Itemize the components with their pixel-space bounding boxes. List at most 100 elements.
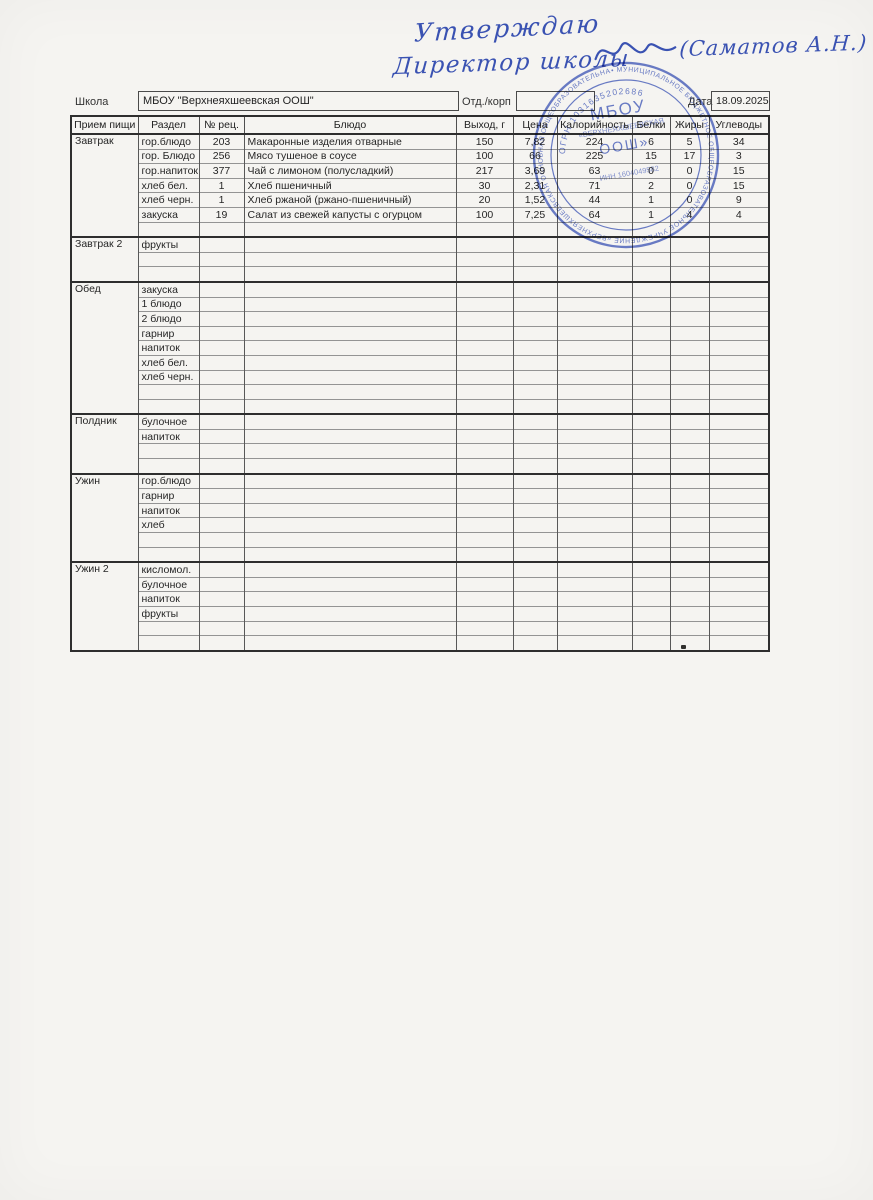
protein-cell (631, 384, 671, 400)
kcal-cell (556, 532, 633, 548)
price-cell (512, 576, 558, 592)
menu-row: напиток (71, 591, 770, 607)
recipe-no-cell (198, 606, 245, 622)
carbs-cell: 4 (708, 206, 770, 223)
kcal-cell (556, 296, 633, 312)
menu-row: хлеб бел. 1 Хлеб пшеничный 30 2,31 71 2 0 15 (71, 177, 770, 193)
output-g-cell (455, 251, 514, 267)
price-cell (512, 488, 558, 504)
razdel-cell: 1 блюдо (137, 296, 200, 312)
output-g-cell (455, 502, 514, 518)
kcal-cell (556, 369, 633, 385)
carbs-cell (708, 384, 770, 400)
carbs-cell (708, 606, 770, 622)
fat-cell (669, 443, 710, 459)
output-g-cell (455, 546, 514, 563)
recipe-no-cell (198, 280, 245, 298)
dish-cell (243, 532, 457, 548)
dish-cell (243, 502, 457, 518)
carbs-cell (708, 251, 770, 267)
recipe-no-cell (198, 311, 245, 327)
menu-row: гор.напиток 377 Чай с лимоном (полусладкий… (71, 163, 770, 179)
fat-cell (669, 369, 710, 385)
menu-row: булочное (71, 576, 770, 592)
price-cell (512, 369, 558, 385)
dish-cell (243, 606, 457, 622)
razdel-cell: напиток (137, 502, 200, 518)
output-g-cell (455, 561, 514, 578)
kcal-cell (556, 266, 633, 282)
fat-cell (669, 591, 710, 607)
price-cell (512, 591, 558, 607)
menu-row: гарнир (71, 325, 770, 341)
output-g-cell (455, 576, 514, 592)
carbs-cell (708, 443, 770, 459)
fat-cell (669, 251, 710, 267)
razdel-cell: хлеб черн. (137, 369, 200, 385)
kcal-cell (556, 502, 633, 518)
protein-cell (631, 340, 671, 356)
fat-cell (669, 532, 710, 548)
recipe-no-cell (198, 532, 245, 548)
protein-cell (631, 354, 671, 370)
fat-cell (669, 458, 710, 474)
kcal-cell (556, 620, 633, 636)
column-header: Раздел (137, 115, 200, 135)
output-g-cell (455, 472, 514, 489)
menu-row (71, 620, 770, 636)
menu-row: хлеб черн. (71, 369, 770, 385)
carbs-cell (708, 517, 770, 533)
menu-row: гарнир (71, 488, 770, 504)
output-g-cell (455, 369, 514, 385)
menu-row (71, 251, 770, 267)
fat-cell (669, 620, 710, 636)
carbs-cell: 3 (708, 148, 770, 164)
fat-cell (669, 354, 710, 370)
output-g-cell (455, 266, 514, 282)
kcal-cell (556, 428, 633, 444)
carbs-cell (708, 546, 770, 563)
razdel-cell: закуска (137, 280, 200, 298)
recipe-no-cell (198, 398, 245, 415)
output-g-cell: 30 (455, 177, 514, 193)
carbs-cell (708, 488, 770, 504)
output-g-cell (455, 280, 514, 298)
recipe-no-cell (198, 221, 245, 238)
price-cell (512, 280, 558, 298)
razdel-cell (137, 266, 200, 282)
protein-cell (631, 413, 671, 430)
dish-cell (243, 413, 457, 430)
protein-cell (631, 443, 671, 459)
menu-row: напиток (71, 502, 770, 518)
dish-cell: Салат из свежей капусты с огурцом (243, 206, 457, 223)
protein-cell (631, 296, 671, 312)
recipe-no-cell (198, 354, 245, 370)
recipe-no-cell: 203 (198, 132, 245, 150)
fat-cell (669, 472, 710, 489)
razdel-cell: фрукты (137, 236, 200, 253)
recipe-no-cell (198, 251, 245, 267)
kcal-cell (556, 311, 633, 327)
dish-cell (243, 561, 457, 578)
protein-cell (631, 398, 671, 415)
kcal-cell (556, 354, 633, 370)
dish-cell (243, 398, 457, 415)
kcal-cell (556, 591, 633, 607)
carbs-cell (708, 502, 770, 518)
kcal-cell (556, 443, 633, 459)
price-cell (512, 398, 558, 415)
price-cell (512, 458, 558, 474)
carbs-cell (708, 576, 770, 592)
razdel-cell: булочное (137, 413, 200, 430)
razdel-cell (137, 532, 200, 548)
carbs-cell (708, 369, 770, 385)
protein-cell (631, 576, 671, 592)
razdel-cell: гор.блюдо (137, 472, 200, 489)
menu-row (71, 458, 770, 474)
razdel-cell: фрукты (137, 606, 200, 622)
menu-row: хлеб бел. (71, 354, 770, 370)
carbs-cell (708, 532, 770, 548)
dish-cell (243, 443, 457, 459)
carbs-cell (708, 472, 770, 489)
price-cell (512, 340, 558, 356)
